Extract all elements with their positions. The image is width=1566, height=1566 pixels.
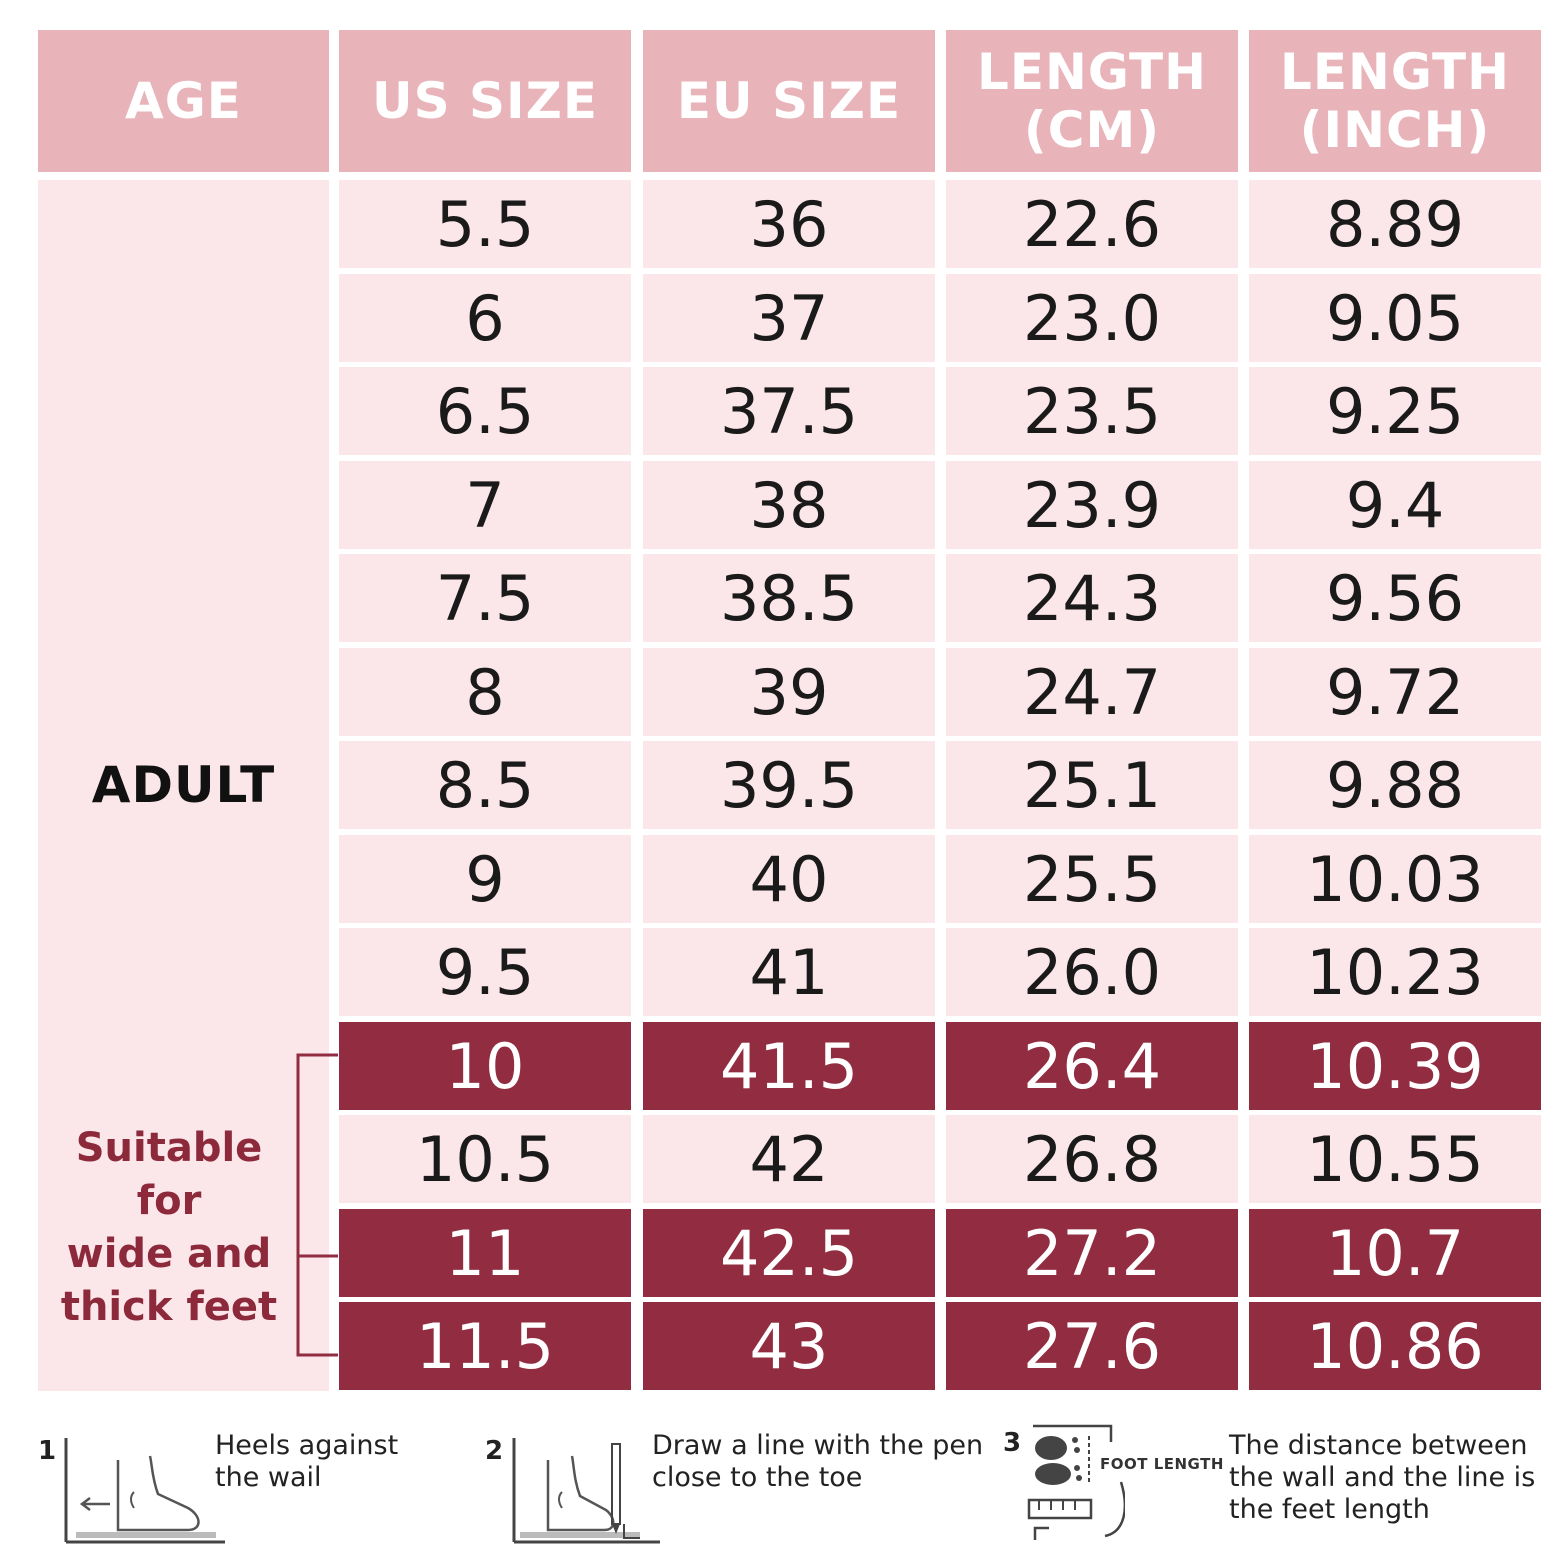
table-cell-inch: 10.39 (1249, 1022, 1541, 1110)
table-cell-us: 6.5 (339, 367, 631, 455)
table-cell-us: 6 (339, 274, 631, 362)
age-column (38, 180, 329, 1391)
step-2-text: Draw a line with the pen close to the to… (652, 1430, 983, 1494)
table-cell-inch: 9.88 (1249, 741, 1541, 829)
step-3-line: the feet length (1229, 1494, 1430, 1525)
table-cell-cm: 22.6 (946, 180, 1238, 268)
table-cell-cm: 24.3 (946, 554, 1238, 642)
table-cell-inch: 9.72 (1249, 648, 1541, 736)
measuring-instructions: 1 Heels against the wail 2 Draw a line w… (0, 1400, 1566, 1566)
table-cell-cm: 26.8 (946, 1115, 1238, 1203)
table-cell-inch: 10.55 (1249, 1115, 1541, 1203)
step-1-number: 1 (38, 1436, 57, 1466)
step-2-number: 2 (485, 1436, 504, 1466)
header-length-cm-line1: LENGTH (977, 43, 1207, 101)
heel-against-wall-icon (64, 1438, 225, 1544)
table-cell-eu: 42.5 (643, 1209, 935, 1297)
foot-length-measure-icon (1027, 1424, 1125, 1540)
draw-line-at-toe-icon (512, 1438, 660, 1544)
table-cell-eu: 37 (643, 274, 935, 362)
table-cell-eu: 39.5 (643, 741, 935, 829)
table-cell-eu: 36 (643, 180, 935, 268)
table-cell-eu: 41.5 (643, 1022, 935, 1110)
header-age-label: AGE (125, 72, 242, 130)
header-length-inch-line1: LENGTH (1280, 43, 1510, 101)
table-cell-inch: 10.86 (1249, 1302, 1541, 1390)
size-chart: AGE US SIZE EU SIZE LENGTH (CM) LENGTH (… (38, 30, 1541, 1391)
table-cell-us: 9 (339, 835, 631, 923)
table-cell-cm: 23.9 (946, 461, 1238, 549)
table-cell-us: 8.5 (339, 741, 631, 829)
wide-feet-note-line: thick feet (60, 1284, 278, 1330)
table-cell-eu: 41 (643, 928, 935, 1016)
table-cell-cm: 26.4 (946, 1022, 1238, 1110)
step-3-line: The distance between (1229, 1430, 1528, 1461)
header-eu-size-label: EU SIZE (676, 72, 902, 130)
header-length-cm-line2: (CM) (1023, 101, 1161, 159)
table-cell-cm: 27.6 (946, 1302, 1238, 1390)
table-cell-eu: 40 (643, 835, 935, 923)
header-length-inch-line2: (INCH) (1299, 101, 1491, 159)
step-1-line: the wail (215, 1462, 322, 1493)
wide-feet-note: Suitable for wide and thick feet (40, 1122, 298, 1334)
table-cell-inch: 10.7 (1249, 1209, 1541, 1297)
table-cell-inch: 9.56 (1249, 554, 1541, 642)
table-cell-eu: 39 (643, 648, 935, 736)
wide-feet-note-line: wide and (66, 1231, 272, 1277)
table-cell-cm: 26.0 (946, 928, 1238, 1016)
table-cell-us: 7.5 (339, 554, 631, 642)
table-cell-inch: 9.05 (1249, 274, 1541, 362)
step-3-number: 3 (1003, 1428, 1022, 1458)
wide-feet-bracket (296, 1053, 338, 1357)
header-us-size: US SIZE (339, 30, 631, 172)
step-2-line: Draw a line with the pen (652, 1430, 984, 1461)
table-cell-eu: 42 (643, 1115, 935, 1203)
header-length-inch: LENGTH (INCH) (1249, 30, 1541, 172)
table-cell-inch: 10.03 (1249, 835, 1541, 923)
header-length-cm: LENGTH (CM) (946, 30, 1238, 172)
wide-feet-note-line: Suitable for (75, 1125, 263, 1224)
table-cell-cm: 24.7 (946, 648, 1238, 736)
table-cell-cm: 27.2 (946, 1209, 1238, 1297)
table-cell-cm: 25.1 (946, 741, 1238, 829)
table-cell-eu: 38 (643, 461, 935, 549)
table-cell-cm: 23.5 (946, 367, 1238, 455)
table-cell-eu: 38.5 (643, 554, 935, 642)
table-cell-inch: 8.89 (1249, 180, 1541, 268)
header-age: AGE (38, 30, 329, 172)
table-cell-us: 8 (339, 648, 631, 736)
step-2-line: close to the toe (652, 1462, 863, 1493)
age-group-label: ADULT (91, 756, 276, 814)
table-cell-eu: 43 (643, 1302, 935, 1390)
step-3-line: the wall and the line is (1229, 1462, 1536, 1493)
table-cell-us: 9.5 (339, 928, 631, 1016)
table-cell-inch: 10.23 (1249, 928, 1541, 1016)
header-eu-size: EU SIZE (643, 30, 935, 172)
table-cell-us: 11.5 (339, 1302, 631, 1390)
header-us-size-label: US SIZE (371, 72, 599, 130)
table-cell-cm: 23.0 (946, 274, 1238, 362)
step-1-line: Heels against (215, 1430, 399, 1461)
foot-length-diagram-label: FOOT LENGTH (1100, 1455, 1224, 1473)
table-cell-inch: 9.25 (1249, 367, 1541, 455)
table-cell-us: 5.5 (339, 180, 631, 268)
table-cell-us: 11 (339, 1209, 631, 1297)
table-cell-cm: 25.5 (946, 835, 1238, 923)
table-cell-us: 10.5 (339, 1115, 631, 1203)
step-1-text: Heels against the wail (215, 1430, 398, 1494)
step-3-text: The distance between the wall and the li… (1229, 1430, 1535, 1526)
table-cell-inch: 9.4 (1249, 461, 1541, 549)
table-cell-us: 10 (339, 1022, 631, 1110)
table-cell-us: 7 (339, 461, 631, 549)
table-cell-eu: 37.5 (643, 367, 935, 455)
